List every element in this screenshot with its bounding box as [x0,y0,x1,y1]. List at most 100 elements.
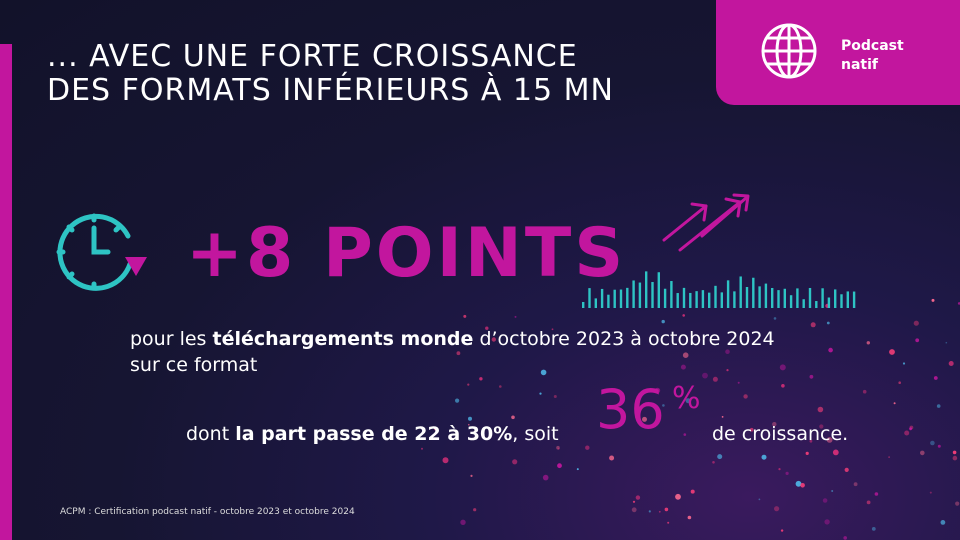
particle-dot [889,349,895,355]
description-bold: téléchargements monde [212,328,474,350]
particle-dot [514,315,517,318]
sound-wave-graphic [582,271,856,308]
particle-dot [933,376,938,380]
particle-dot [853,482,858,487]
particle-dot [682,352,689,359]
particle-dot [648,510,651,513]
particle-dot [785,471,789,475]
particle-dot [642,416,647,422]
particle-dot [866,341,870,345]
particle-dot [909,427,912,431]
wave-bar [708,292,711,308]
particle-dot [809,374,814,379]
wave-bar [815,301,818,308]
growth-suffix: de croissance. [712,423,849,445]
particle-dot [635,495,641,500]
particle-dot [455,398,460,403]
particle-dot [460,519,466,525]
particle-dot [931,298,935,302]
particle-dot [664,507,669,512]
particle-dot [874,492,879,496]
particle-dot [540,369,547,376]
share-sentence: dont la part passe de 22 à 30%, soit [186,421,559,447]
particle-dot [675,493,681,500]
particle-dot [913,320,919,326]
tag-label: Podcast natif [841,37,904,75]
particle-dot [822,498,828,503]
particle-dot [609,455,615,461]
particle-dot [683,433,687,436]
growth-percent-unit: % [672,381,701,416]
wave-bar [638,282,642,308]
wave-bar [632,280,635,308]
description-pre: pour les [130,328,213,350]
tag-label-line-2: natif [841,57,878,73]
particle-dot [479,377,483,381]
share-post: , soit [512,423,559,445]
particle-dot [832,449,839,456]
particle-dot [780,529,784,532]
wave-bar [821,288,824,308]
particle-dot [929,491,932,494]
particle-dot [690,489,695,494]
particle-dot [470,474,473,477]
particle-dot [725,349,730,355]
share-bold: la part passe de 22 à 30% [235,423,513,445]
particle-dot [819,424,824,429]
wave-bar [846,291,849,308]
particle-dot [779,364,786,371]
title-line-2: DES FORMATS INFÉRIEURS À 15 MN [47,73,614,108]
share-pre: dont [186,423,236,445]
wave-bar [720,292,723,308]
wave-bar [739,276,742,308]
particle-dot [654,387,661,394]
headline-figure: +8 POINTS [186,214,627,293]
tag-label-line-1: Podcast [841,38,904,54]
particle-dot [800,483,805,488]
particle-dot [937,444,941,448]
wave-bar [714,285,717,308]
wave-bar [726,280,730,308]
wave-bar [701,290,705,308]
particle-dot [468,423,470,426]
particle-dot [511,415,515,420]
particle-dot [795,480,802,487]
particle-dot [473,508,477,512]
wave-bar [852,291,856,308]
particle-dot [667,521,670,524]
particle-dot [661,319,665,324]
particle-dot [553,395,557,398]
particle-dot [499,385,502,388]
wave-bar [733,291,736,308]
particle-dot [662,404,665,407]
growth-arrows-icon [662,193,750,252]
wave-bar [789,295,793,308]
particle-dot [866,500,871,505]
particle-dot [726,369,729,372]
particle-dot [463,314,467,318]
particle-dot [685,398,691,404]
particle-dot [930,440,935,446]
page-title: ... AVEC UNE FORTE CROISSANCE DES FORMAT… [47,40,614,108]
particle-dot [485,326,489,330]
wave-bar [582,301,585,308]
particle-dot [957,302,960,305]
particle-dot [902,362,906,365]
particle-dot [551,328,554,331]
globe-icon [761,23,817,79]
particle-dot [682,314,685,317]
particle-dot [467,383,470,386]
source-note: ACPM : Certification podcast natif - oct… [60,507,355,517]
wave-bar [752,277,755,308]
particle-dot [631,507,637,513]
particle-dot [632,500,636,503]
wave-bar [777,290,780,308]
category-tag: Podcast natif [716,0,960,105]
particle-dot [915,338,920,343]
particle-dot [831,490,834,492]
wave-bar [600,288,604,308]
particle-dot [712,461,715,464]
wave-bar [840,294,843,308]
accent-bar [0,44,12,540]
